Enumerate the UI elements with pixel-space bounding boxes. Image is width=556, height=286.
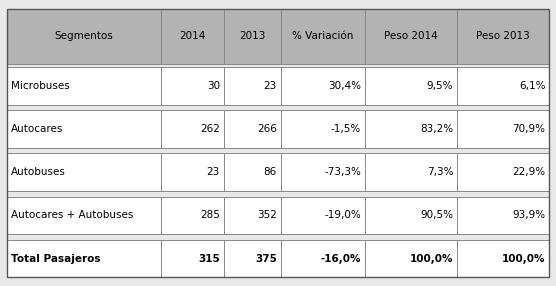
Text: % Variación: % Variación [292,31,354,41]
Bar [281,153,365,191]
Bar [281,196,365,234]
Text: 6,1%: 6,1% [519,81,545,91]
Text: 100,0%: 100,0% [502,254,545,264]
Text: 100,0%: 100,0% [410,254,453,264]
Bar [224,153,281,191]
Bar [457,110,549,148]
Bar [457,153,549,191]
Bar [161,240,224,277]
Bar [7,196,161,234]
Bar [365,9,457,64]
Text: 22,9%: 22,9% [512,167,545,177]
Text: 90,5%: 90,5% [420,210,453,221]
Bar [281,240,365,277]
Text: -16,0%: -16,0% [320,254,361,264]
Text: 30: 30 [207,81,220,91]
Text: 352: 352 [257,210,277,221]
Bar [161,67,224,104]
Text: 315: 315 [198,254,220,264]
Bar [457,67,549,104]
Text: Peso 2013: Peso 2013 [476,31,530,41]
Text: -1,5%: -1,5% [331,124,361,134]
Bar [224,9,281,64]
Text: 266: 266 [257,124,277,134]
Bar [161,196,224,234]
Text: 2013: 2013 [239,31,265,41]
Bar [457,9,549,64]
Bar [7,67,161,104]
Text: 86: 86 [264,167,277,177]
Bar [224,110,281,148]
Text: 93,9%: 93,9% [512,210,545,221]
Bar [224,67,281,104]
Text: Segmentos: Segmentos [54,31,113,41]
Text: 9,5%: 9,5% [426,81,453,91]
Text: 285: 285 [200,210,220,221]
Text: 2014: 2014 [180,31,206,41]
Text: -19,0%: -19,0% [324,210,361,221]
Bar [365,67,457,104]
Bar [7,9,161,64]
Text: Total Pasajeros: Total Pasajeros [11,254,100,264]
Bar [457,196,549,234]
Bar [365,240,457,277]
Text: 262: 262 [200,124,220,134]
Bar [7,240,161,277]
Bar [7,110,161,148]
Bar [161,110,224,148]
Text: 23: 23 [207,167,220,177]
Text: Autocares: Autocares [11,124,63,134]
Bar [224,196,281,234]
Bar [457,240,549,277]
Text: 30,4%: 30,4% [328,81,361,91]
Bar [161,153,224,191]
Bar [224,240,281,277]
Text: Autocares + Autobuses: Autocares + Autobuses [11,210,133,221]
Text: 83,2%: 83,2% [420,124,453,134]
Bar [365,110,457,148]
Text: 23: 23 [264,81,277,91]
Bar [281,67,365,104]
Bar [365,153,457,191]
Text: 70,9%: 70,9% [513,124,545,134]
Bar [365,196,457,234]
Bar [7,153,161,191]
Bar [281,110,365,148]
Text: -73,3%: -73,3% [324,167,361,177]
Text: Peso 2014: Peso 2014 [384,31,438,41]
Bar [161,9,224,64]
Bar [281,9,365,64]
Text: Microbuses: Microbuses [11,81,70,91]
Text: 7,3%: 7,3% [426,167,453,177]
Text: 375: 375 [255,254,277,264]
Text: Autobuses: Autobuses [11,167,66,177]
